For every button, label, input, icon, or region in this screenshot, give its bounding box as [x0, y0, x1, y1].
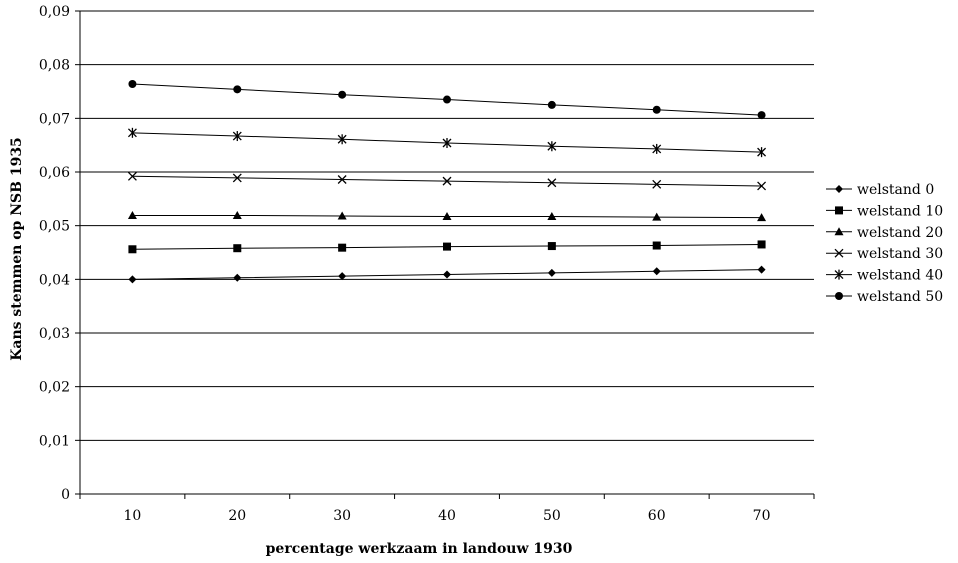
data-point [757, 213, 767, 222]
y-tick-label: 0,03 [39, 326, 70, 342]
axes: 0 0,01 0,02 0,03 0,04 0,05 0,06 0,07 0,08 0,09 10 2… [39, 4, 815, 524]
y-tick-label: 0,08 [39, 58, 70, 74]
data-point [233, 244, 242, 253]
data-point [652, 105, 661, 114]
legend-marker [834, 269, 844, 280]
x-tick-label: 40 [438, 508, 456, 524]
data-point [547, 212, 557, 221]
legend-label: welstand 30 [857, 246, 943, 262]
data-point [337, 175, 347, 184]
data-point [443, 242, 451, 251]
data-point [547, 242, 556, 251]
data-point [128, 79, 137, 88]
legend-label: welstand 10 [857, 203, 943, 219]
data-point [338, 243, 347, 252]
data-point [443, 95, 451, 104]
data-point [232, 131, 242, 142]
data-point [757, 240, 766, 249]
legend-item: welstand 30 [826, 246, 943, 262]
x-tick-label: 60 [648, 508, 666, 524]
data-point [757, 147, 767, 158]
x-tick-label: 30 [333, 508, 351, 524]
legend-label: welstand 40 [857, 268, 943, 284]
data-point [338, 272, 347, 281]
legend-marker [834, 227, 844, 236]
data-point [233, 85, 242, 94]
data-point [232, 210, 242, 219]
y-tick-label: 0,09 [39, 4, 70, 20]
x-tick-label: 70 [753, 508, 771, 524]
data-point [128, 275, 137, 284]
legend-marker [835, 185, 843, 193]
data-point [338, 90, 347, 99]
legend: welstand 0 welstand 10 welstand 20 welstand… [826, 182, 943, 305]
series-lines [127, 79, 767, 284]
legend-label: welstand 50 [857, 289, 943, 305]
data-point [547, 178, 557, 188]
y-tick-label: 0,02 [39, 380, 70, 396]
gridlines [80, 10, 814, 441]
x-tick-label: 10 [124, 508, 142, 524]
x-axis-title: percentage werkzaam in landouw 1930 [266, 541, 573, 557]
data-point [547, 268, 556, 277]
x-tick-label: 20 [228, 508, 246, 524]
legend-marker [835, 206, 843, 215]
legend-label: welstand 0 [857, 182, 934, 198]
data-point [652, 241, 661, 250]
y-tick-label: 0,05 [39, 219, 70, 235]
legend-item: welstand 40 [826, 268, 943, 284]
y-tick-label: 0 [61, 487, 70, 503]
y-tick-label: 0,01 [39, 433, 70, 449]
data-point [547, 141, 557, 152]
data-point [232, 173, 242, 183]
data-point [547, 100, 556, 109]
x-tick-label: 50 [543, 508, 561, 524]
legend-marker [834, 248, 844, 258]
data-point [128, 245, 137, 254]
y-tick-label: 0,07 [39, 111, 70, 127]
data-point [757, 265, 766, 274]
legend-label: welstand 20 [857, 225, 943, 241]
data-point [442, 176, 452, 186]
legend-item: welstand 20 [826, 225, 943, 241]
data-point [652, 143, 662, 154]
data-point [757, 111, 766, 120]
data-point [442, 212, 452, 221]
data-point [127, 171, 137, 181]
legend-item: welstand 0 [826, 182, 934, 198]
legend-item: welstand 10 [826, 203, 943, 219]
data-point [757, 181, 767, 191]
data-point [443, 270, 451, 279]
data-point [337, 211, 347, 220]
y-tick-label: 0,06 [39, 165, 70, 181]
data-point [442, 138, 452, 149]
data-point [337, 134, 347, 145]
legend-marker [835, 292, 843, 300]
data-point [233, 273, 242, 282]
data-point [652, 212, 662, 221]
data-point [127, 127, 137, 138]
y-axis-title: Kans stemmen op NSB 1935 [9, 137, 25, 361]
y-tick-label: 0,04 [39, 272, 70, 288]
data-point [127, 210, 137, 219]
data-point [652, 179, 662, 189]
data-point [652, 267, 661, 276]
legend-item: welstand 50 [826, 289, 943, 305]
